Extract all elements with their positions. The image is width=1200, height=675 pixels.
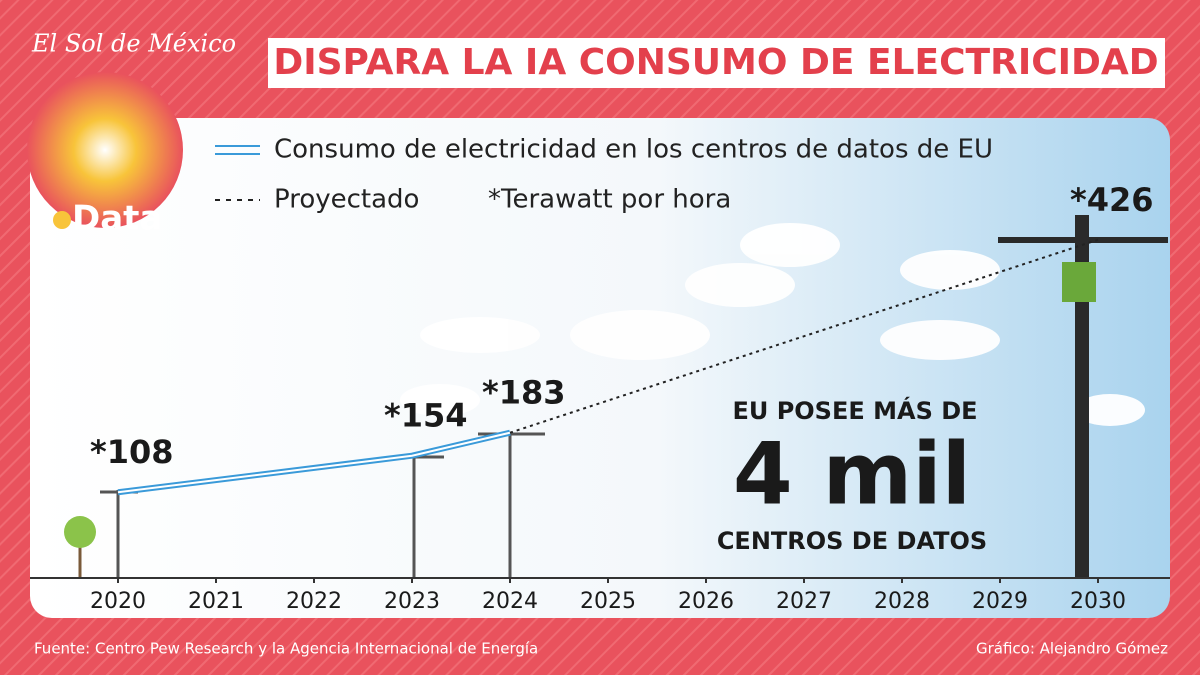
chart-title: DISPARA LA IA CONSUMO DE ELECTRICIDAD bbox=[273, 42, 1158, 83]
clouds bbox=[400, 223, 1145, 426]
chart-panel bbox=[30, 118, 1170, 618]
legend: Consumo de electricidad en los centros d… bbox=[215, 135, 993, 215]
source: Fuente: Centro Pew Research y la Agencia… bbox=[34, 640, 538, 658]
x-tick-label: 2022 bbox=[286, 589, 342, 614]
x-tick-label: 2023 bbox=[384, 589, 440, 614]
title-bar bbox=[268, 38, 1165, 88]
x-tick-label: 2028 bbox=[874, 589, 930, 614]
x-tick-label: 2024 bbox=[482, 589, 538, 614]
unit-note: *Terawatt por hora bbox=[488, 185, 731, 215]
brand-section: Data bbox=[72, 199, 162, 239]
x-tick-label: 2021 bbox=[188, 589, 244, 614]
brand: El Sol de México bbox=[31, 30, 236, 58]
value-label: *183 bbox=[482, 374, 566, 412]
credit: Gráfico: Alejandro Gómez bbox=[976, 640, 1168, 658]
x-tick-label: 2027 bbox=[776, 589, 832, 614]
value-label: *426 bbox=[1070, 181, 1154, 219]
x-tick-label: 2026 bbox=[678, 589, 734, 614]
x-tick-label: 2030 bbox=[1070, 589, 1126, 614]
logo-circle bbox=[27, 72, 183, 228]
series-line bbox=[509, 238, 1099, 434]
legend-label: Consumo de electricidad en los centros d… bbox=[274, 135, 993, 165]
legend-label: Proyectado bbox=[274, 185, 419, 215]
x-tick-label: 2025 bbox=[580, 589, 636, 614]
annotation-top: EU POSEE MÁS DE bbox=[732, 396, 977, 425]
x-tick-label: 2029 bbox=[972, 589, 1028, 614]
value-label: *108 bbox=[90, 433, 174, 471]
value-label: *154 bbox=[384, 397, 468, 435]
wire-highlight bbox=[117, 431, 511, 494]
logo-dot bbox=[53, 211, 71, 229]
transformer bbox=[1062, 262, 1096, 302]
annotation-bottom: CENTROS DE DATOS bbox=[717, 527, 987, 555]
x-tick-label: 2020 bbox=[90, 589, 146, 614]
annotation-big: 4 mil bbox=[733, 424, 971, 524]
tree bbox=[64, 516, 96, 578]
